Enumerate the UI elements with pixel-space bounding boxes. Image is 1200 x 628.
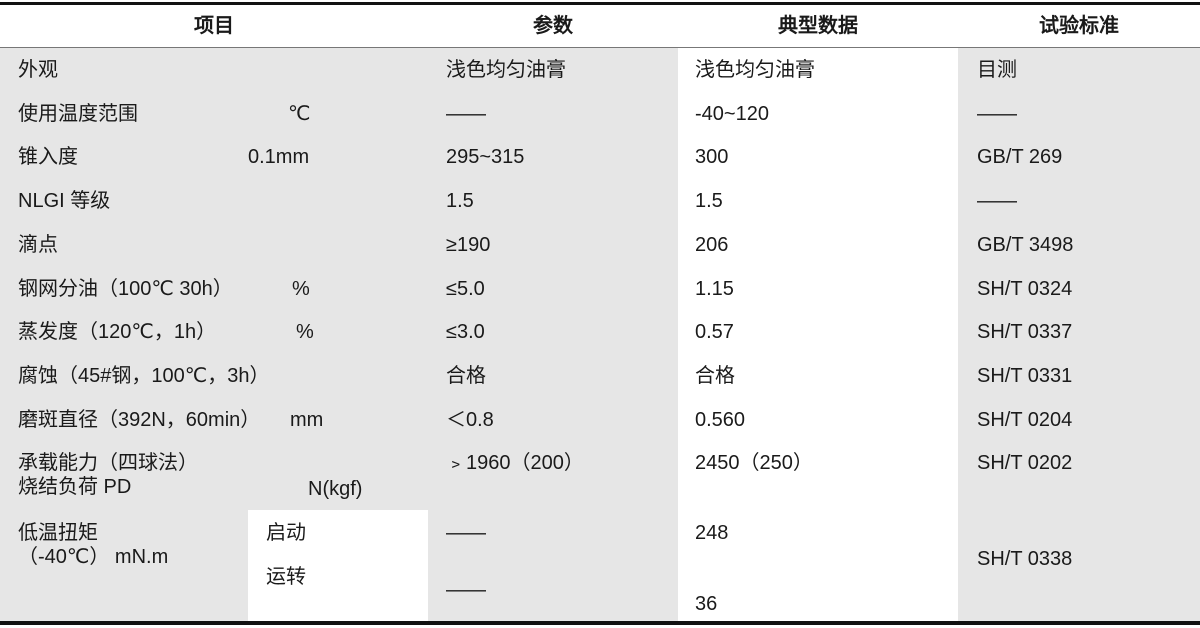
row-item: 钢网分油（100℃ 30h） — [18, 277, 233, 300]
col-typical-bg — [678, 48, 958, 621]
header-standard: 试验标准 — [1039, 15, 1119, 37]
header-rule — [0, 47, 1200, 48]
row-param: 1.5 — [446, 190, 474, 213]
row-standard: GB/T 269 — [977, 146, 1063, 169]
row-standard: SH/T 0204 — [977, 408, 1073, 431]
torque-item: 低温扭矩 （-40℃） mN.m — [18, 522, 169, 568]
row-item: 滴点 — [18, 233, 58, 256]
row-unit: % — [296, 321, 314, 344]
row-param: ≥190 — [446, 233, 491, 256]
row-standard: GB/T 3498 — [977, 233, 1074, 256]
row-typical: 浅色均匀油膏 — [695, 59, 815, 81]
row-standard: 目测 — [977, 59, 1017, 81]
row-typical: 1.5 — [695, 190, 723, 213]
row-typical: 2450（250） — [695, 452, 813, 475]
row-standard: SH/T 0337 — [977, 321, 1073, 344]
row-item: NLGI 等级 — [18, 190, 111, 213]
row-unit: % — [292, 277, 310, 300]
row-param: ﹥1960（200） — [446, 452, 584, 475]
row-typical: 合格 — [695, 364, 735, 387]
torque-typical-run: 36 — [695, 593, 718, 615]
row-standard: —— — [977, 190, 1017, 213]
row-unit: ℃ — [288, 102, 311, 125]
torque-typical-start: 248 — [695, 522, 729, 544]
torque-sub-bg — [248, 510, 428, 621]
row-param: —— — [446, 102, 486, 125]
bottom-rule — [0, 621, 1200, 625]
header-item: 项目 — [194, 15, 234, 37]
row-param: 浅色均匀油膏 — [446, 59, 566, 81]
row-param: ≤5.0 — [446, 277, 485, 300]
row-typical: 300 — [695, 146, 729, 169]
top-rule — [0, 2, 1200, 5]
col-param-bg — [428, 48, 678, 621]
row-typical: 1.15 — [695, 277, 734, 300]
row-param: 295~315 — [446, 146, 525, 169]
row-param: ＜0.8 — [446, 408, 494, 431]
row-item: 承载能力（四球法） 烧结负荷 PD — [18, 452, 198, 499]
row-typical: -40~120 — [695, 102, 769, 125]
torque-standard: SH/T 0338 — [977, 548, 1073, 570]
row-unit: 0.1mm — [248, 146, 310, 169]
row-param: ≤3.0 — [446, 321, 485, 344]
row-standard: SH/T 0324 — [977, 277, 1073, 300]
col-standard-bg — [958, 48, 1200, 621]
row-item: 磨斑直径（392N，60min） — [18, 408, 261, 431]
row-item: 腐蚀（45#钢，100℃，3h） — [18, 364, 270, 387]
row-standard: —— — [977, 102, 1017, 125]
row-typical: 0.560 — [695, 408, 746, 431]
row-param: 合格 — [446, 364, 486, 387]
row-standard: SH/T 0202 — [977, 452, 1073, 475]
row-unit: N(kgf) — [308, 478, 363, 501]
row-item: 外观 — [18, 59, 58, 81]
row-item: 锥入度 — [18, 146, 78, 169]
torque-param-start: —— — [446, 522, 486, 544]
torque-param-run: —— — [446, 579, 486, 601]
header-typical: 典型数据 — [778, 15, 858, 37]
torque-sub-start: 启动 — [266, 522, 306, 544]
torque-sub-run: 运转 — [266, 566, 306, 588]
row-item: 使用温度范围 — [18, 102, 138, 125]
row-typical: 206 — [695, 233, 729, 256]
row-standard: SH/T 0331 — [977, 364, 1073, 387]
row-item: 蒸发度（120℃，1h） — [18, 321, 217, 344]
header-param: 参数 — [533, 15, 573, 37]
row-typical: 0.57 — [695, 321, 734, 344]
row-unit: mm — [290, 408, 324, 431]
